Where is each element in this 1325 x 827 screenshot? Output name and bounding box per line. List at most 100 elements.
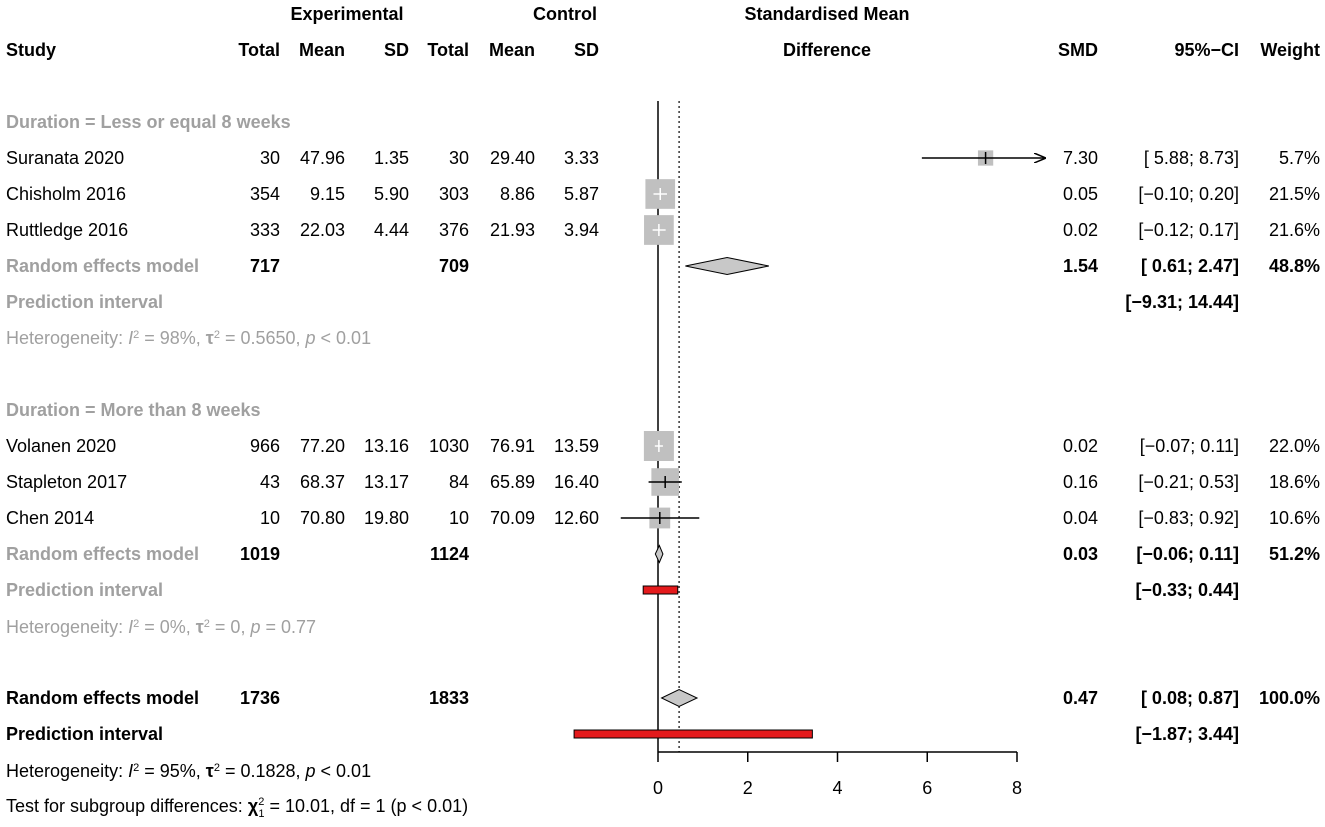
smd-value: 0.02 (1063, 436, 1098, 456)
model-diamond (685, 256, 769, 276)
weight-value: 18.6% (1269, 472, 1320, 492)
header-e-sd: SD (384, 40, 409, 60)
ctrl-sd: 3.94 (564, 220, 599, 240)
study-name: Suranata 2020 (6, 148, 124, 168)
model-smd: 0.03 (1063, 544, 1098, 564)
ctrl-sd: 5.87 (564, 184, 599, 204)
ctrl-sd: 13.59 (554, 436, 599, 456)
exp-mean: 68.37 (300, 472, 345, 492)
ci-value: [−0.07; 0.11] (1140, 436, 1239, 456)
exp-sd: 4.44 (374, 220, 409, 240)
x-tick-label: 0 (653, 778, 663, 798)
weight-value: 21.6% (1269, 220, 1320, 240)
exp-mean: 9.15 (310, 184, 345, 204)
x-tick-label: 2 (743, 778, 753, 798)
weight-value: 22.0% (1269, 436, 1320, 456)
ctrl-sd: 16.40 (554, 472, 599, 492)
ctrl-sd: 3.33 (564, 148, 599, 168)
ctrl-total: 1030 (429, 436, 469, 456)
exp-total: 354 (250, 184, 280, 204)
prediction-bar (642, 585, 679, 595)
header-weight: Weight (1260, 40, 1320, 60)
x-tick-label: 8 (1012, 778, 1022, 798)
forest-rows: Duration = Less or equal 8 weeks Suranata… (6, 101, 1320, 820)
heterogeneity-text: Heterogeneity: I2 = 95%, τ2 = 0.1828, p … (6, 761, 371, 781)
exp-sd: 13.17 (364, 472, 409, 492)
model-weight: 100.0% (1259, 688, 1320, 708)
ctrl-total: 10 (449, 508, 469, 528)
weight-value: 10.6% (1269, 508, 1320, 528)
model-label: Random effects model (6, 256, 199, 276)
study-name: Stapleton 2017 (6, 472, 127, 492)
ctrl-total: 376 (439, 220, 469, 240)
model-ctrl-total: 1124 (430, 544, 469, 564)
subgroup-label: Duration = Less or equal 8 weeks (6, 112, 291, 132)
prediction-bar (573, 729, 813, 739)
smd-value: 7.30 (1063, 148, 1098, 168)
heterogeneity-text: Heterogeneity: I2 = 98%, τ2 = 0.5650, p … (6, 328, 371, 348)
study-name: Chen 2014 (6, 508, 94, 528)
header-experimental: Experimental (290, 4, 403, 24)
exp-total: 333 (250, 220, 280, 240)
exp-total: 966 (250, 436, 280, 456)
prediction-ci: [−1.87; 3.44] (1135, 724, 1239, 744)
model-smd: 0.47 (1063, 688, 1098, 708)
exp-total: 30 (260, 148, 280, 168)
ctrl-mean: 76.91 (490, 436, 535, 456)
x-tick-label: 4 (832, 778, 842, 798)
ctrl-total: 84 (449, 472, 469, 492)
ctrl-mean: 29.40 (490, 148, 535, 168)
header-control: Control (533, 4, 597, 24)
study-name: Volanen 2020 (6, 436, 116, 456)
ctrl-mean: 21.93 (490, 220, 535, 240)
exp-mean: 70.80 (300, 508, 345, 528)
prediction-ci: [−9.31; 14.44] (1125, 292, 1239, 312)
ctrl-sd: 12.60 (554, 508, 599, 528)
exp-sd: 13.16 (364, 436, 409, 456)
exp-mean: 77.20 (300, 436, 345, 456)
header-effect-line1: Standardised Mean (744, 4, 909, 24)
ci-value: [ 5.88; 8.73] (1144, 148, 1239, 168)
model-ctrl-total: 709 (439, 256, 469, 276)
subgroup-test-text: Test for subgroup differences: χ2 1 = 10.… (6, 796, 468, 820)
heterogeneity-text: Heterogeneity: I2 = 0%, τ2 = 0, p = 0.77 (6, 617, 316, 637)
weight-value: 21.5% (1269, 184, 1320, 204)
exp-mean: 47.96 (300, 148, 345, 168)
prediction-label: Prediction interval (6, 292, 163, 312)
prediction-ci: [−0.33; 0.44] (1135, 580, 1239, 600)
header-c-mean: Mean (489, 40, 535, 60)
ci-value: [−0.12; 0.17] (1138, 220, 1239, 240)
exp-sd: 1.35 (374, 148, 409, 168)
model-diamond (654, 544, 664, 564)
ctrl-mean: 70.09 (490, 508, 535, 528)
ctrl-total: 30 (449, 148, 469, 168)
model-weight: 51.2% (1269, 544, 1320, 564)
ctrl-mean: 8.86 (500, 184, 535, 204)
model-exp-total: 1019 (240, 544, 280, 564)
model-smd: 1.54 (1063, 256, 1098, 276)
model-diamond (660, 688, 699, 708)
header-ci: 95%−CI (1174, 40, 1239, 60)
model-ci: [ 0.08; 0.87] (1141, 688, 1239, 708)
model-exp-total: 717 (250, 256, 280, 276)
model-label: Random effects model (6, 544, 199, 564)
model-weight: 48.8% (1269, 256, 1320, 276)
model-ci: [ 0.61; 2.47] (1141, 256, 1239, 276)
x-tick-label: 6 (922, 778, 932, 798)
prediction-label: Prediction interval (6, 580, 163, 600)
exp-sd: 5.90 (374, 184, 409, 204)
subgroup-label: Duration = More than 8 weeks (6, 400, 261, 420)
weight-value: 5.7% (1279, 148, 1320, 168)
ci-value: [−0.10; 0.20] (1138, 184, 1239, 204)
study-name: Chisholm 2016 (6, 184, 126, 204)
exp-sd: 19.80 (364, 508, 409, 528)
ctrl-total: 303 (439, 184, 469, 204)
model-exp-total: 1736 (240, 688, 280, 708)
ci-value: [−0.83; 0.92] (1138, 508, 1239, 528)
smd-value: 0.02 (1063, 220, 1098, 240)
exp-mean: 22.03 (300, 220, 345, 240)
model-label: Random effects model (6, 688, 199, 708)
header-e-total: Total (238, 40, 280, 60)
